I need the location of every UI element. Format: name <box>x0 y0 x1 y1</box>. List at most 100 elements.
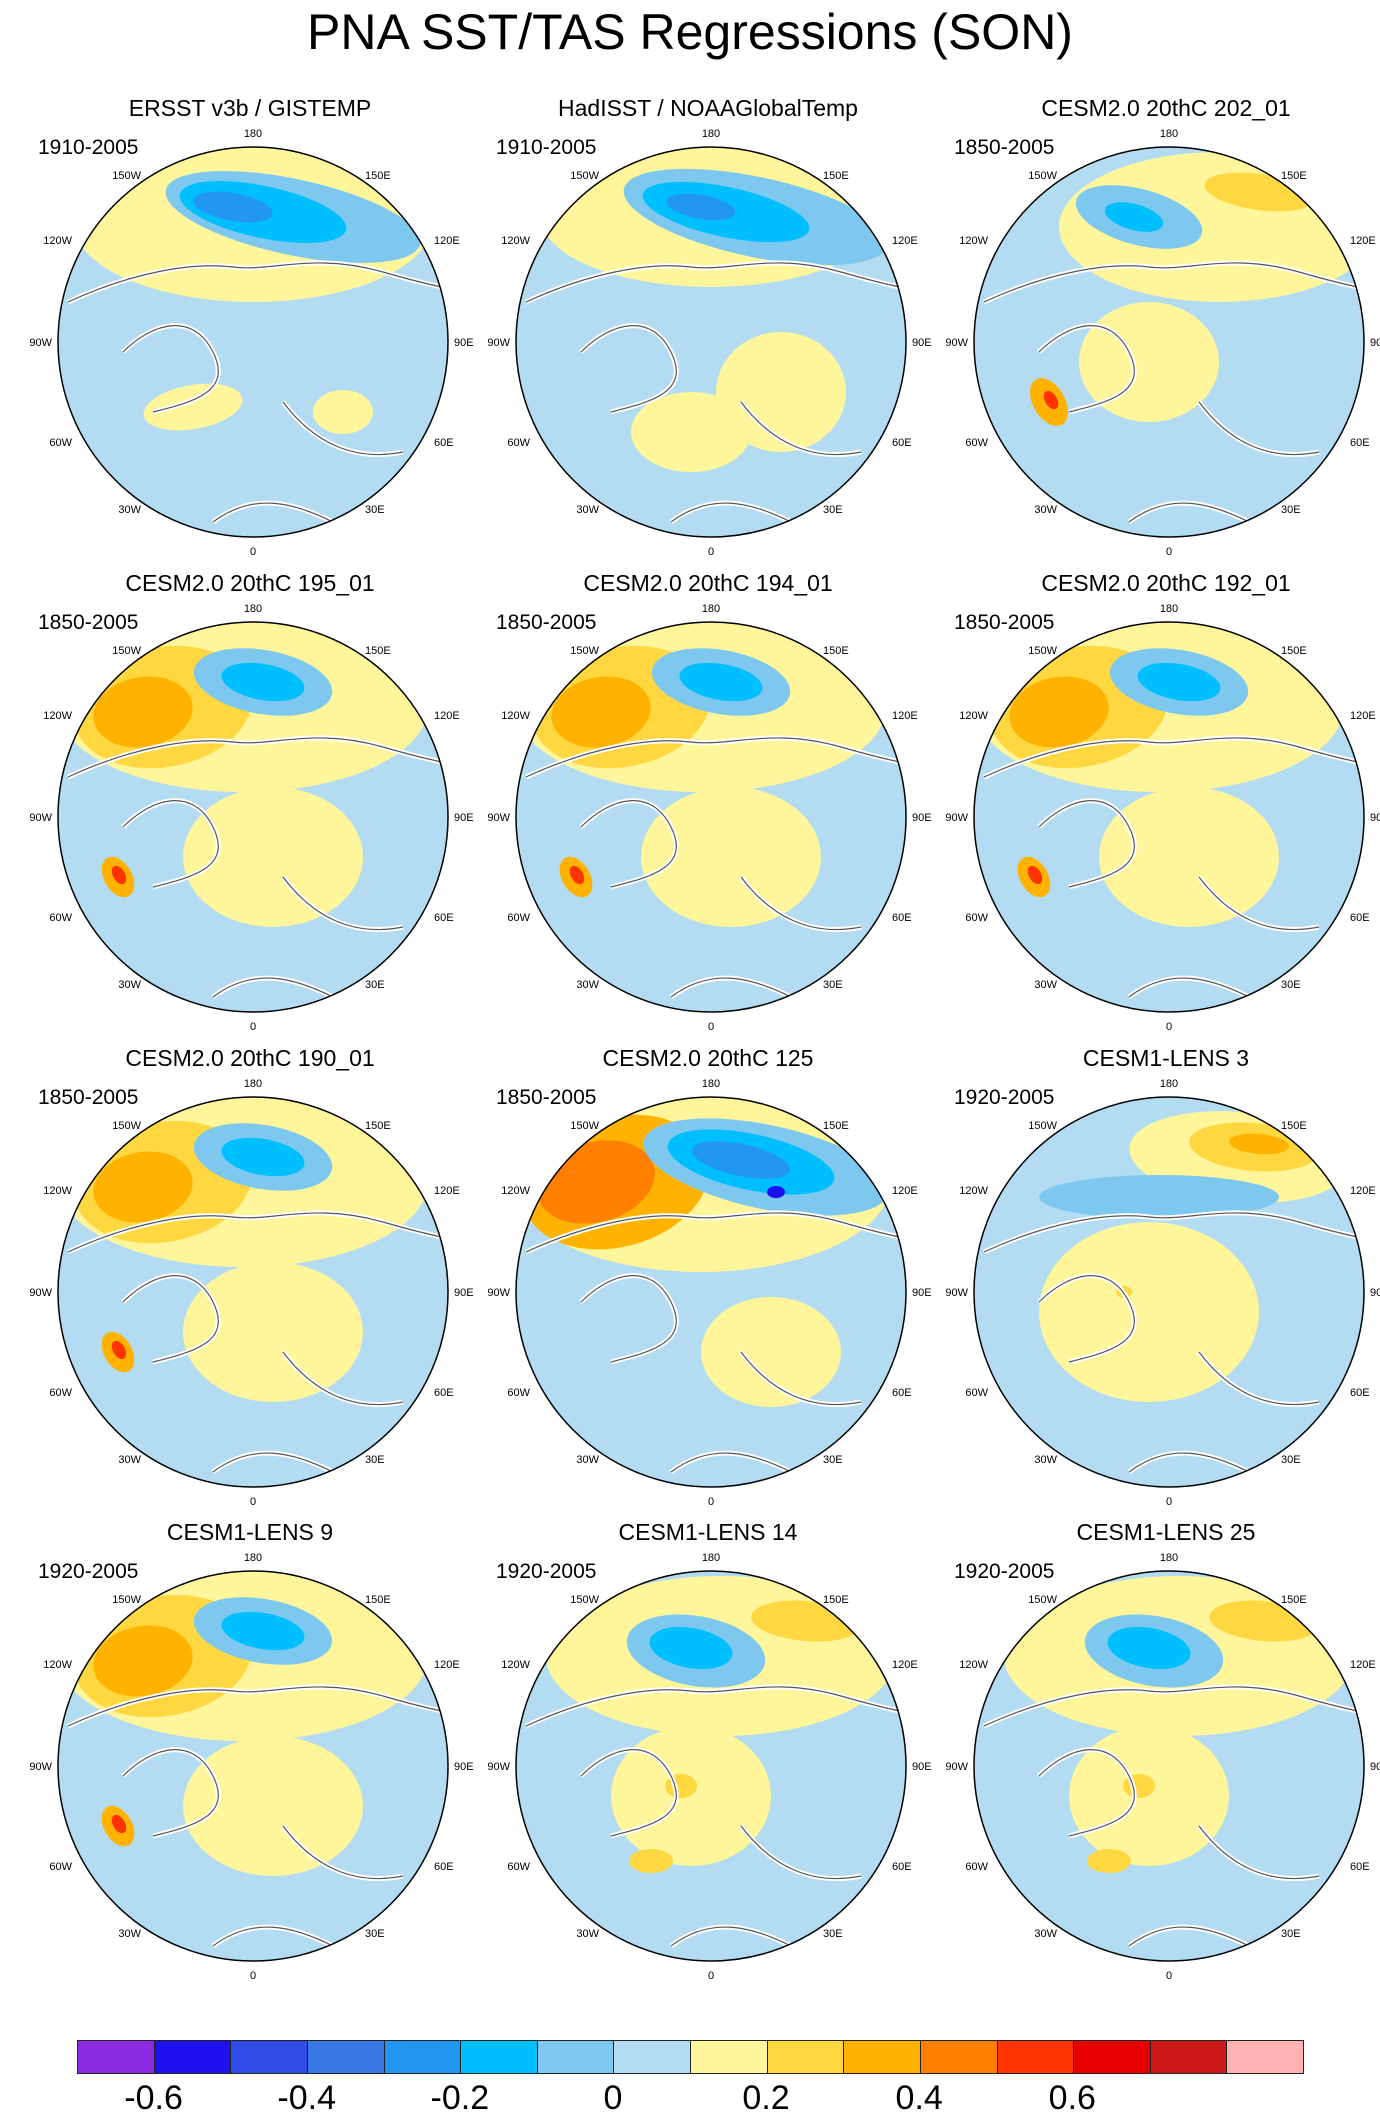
polar-map: 180 150W 150E 120W 120E 90W 90E 60W 60E 30W 30E 0 <box>945 1078 1380 1508</box>
longitude-label: 30E <box>823 979 843 991</box>
coastline-outline <box>983 262 1364 303</box>
longitude-label: 180 <box>1160 1078 1178 1090</box>
longitude-label: 150W <box>1028 1594 1057 1606</box>
polar-map: 180 150W 150E 120W 120E 90W 90E 60W 60E 30W 30E 0 <box>487 603 931 1033</box>
coastline-outline <box>1038 1275 1135 1363</box>
coastline-outline <box>1038 1749 1135 1837</box>
colorbar-tick-label: 0.2 <box>742 2079 790 2117</box>
colorbar-tick-label: -0.4 <box>277 2079 336 2117</box>
anomaly-region <box>143 383 243 431</box>
coastline-outline <box>1128 977 1250 998</box>
longitude-label: 30W <box>1034 1454 1057 1466</box>
colorbar-tick-label: 0 <box>603 2079 623 2117</box>
map-border <box>57 146 449 538</box>
longitude-label: 60E <box>892 912 912 924</box>
figure-title: PNA SST/TAS Regressions (SON) <box>307 4 1073 60</box>
longitude-label: 150E <box>365 170 391 182</box>
panel-title: CESM1-LENS 9 <box>166 1519 334 1545</box>
longitude-label: 90W <box>945 812 968 824</box>
longitude-label: 30W <box>118 504 141 516</box>
longitude-label: 30W <box>576 1928 599 1940</box>
longitude-label: 180 <box>702 1552 720 1564</box>
map-border <box>973 146 1365 538</box>
longitude-label: 0 <box>250 546 256 558</box>
longitude-label: 60W <box>965 912 988 924</box>
longitude-label: 120E <box>1350 1659 1376 1671</box>
anomaly-region <box>631 392 751 472</box>
anomaly-region <box>1099 787 1279 927</box>
panel-title: HadISST / NOAAGlobalTemp <box>558 95 858 121</box>
longitude-label: 0 <box>708 1496 714 1508</box>
longitude-label: 90E <box>454 1761 474 1773</box>
coastline-outline <box>67 262 448 303</box>
longitude-label: 30E <box>1281 1454 1301 1466</box>
colorbar-swatch <box>461 2041 538 2073</box>
longitude-label: 120W <box>43 1185 72 1197</box>
colorbar-swatch <box>231 2041 308 2073</box>
coastline-outline <box>670 1926 792 1947</box>
longitude-label: 90W <box>29 1761 52 1773</box>
anomaly-region <box>93 1625 193 1697</box>
colorbar-tick-label: -0.6 <box>124 2079 183 2117</box>
longitude-label: 120E <box>434 235 460 247</box>
anomaly-region <box>183 1736 363 1876</box>
longitude-label: 90W <box>29 1287 52 1299</box>
coastline-outline <box>1038 800 1135 888</box>
longitude-label: 150W <box>1028 170 1057 182</box>
coastline-outline <box>67 1686 448 1727</box>
longitude-label: 60E <box>1350 1387 1370 1399</box>
polar-map: 180 150W 150E 120W 120E 90W 90E 60W 60E 30W 30E 0 <box>945 1552 1380 1982</box>
longitude-label: 0 <box>1166 1496 1172 1508</box>
colorbar-swatch <box>614 2041 691 2073</box>
map-border <box>973 621 1365 1013</box>
longitude-label: 30E <box>1281 1928 1301 1940</box>
longitude-label: 60E <box>434 437 454 449</box>
longitude-label: 30E <box>1281 504 1301 516</box>
longitude-label: 180 <box>244 128 262 140</box>
coastline-outline <box>670 502 792 523</box>
longitude-label: 90E <box>1370 1761 1380 1773</box>
longitude-label: 60W <box>965 1861 988 1873</box>
longitude-label: 0 <box>708 1021 714 1033</box>
map-border <box>973 1570 1365 1962</box>
colorbar-swatch <box>384 2041 462 2073</box>
longitude-label: 150E <box>823 645 849 657</box>
longitude-label: 90E <box>1370 337 1380 349</box>
coastline-outline <box>525 1212 906 1253</box>
longitude-label: 30W <box>118 1454 141 1466</box>
colorbar-swatch <box>78 2041 155 2073</box>
colorbar-swatch <box>920 2041 998 2073</box>
longitude-label: 120E <box>892 710 918 722</box>
coastline-outline <box>282 876 404 931</box>
polar-map: 180 150W 150E 120W 120E 90W 90E 60W 60E 30W 30E 0 <box>29 1078 473 1508</box>
longitude-label: 30E <box>365 1928 385 1940</box>
longitude-label: 120E <box>1350 710 1376 722</box>
longitude-label: 0 <box>250 1021 256 1033</box>
coastline-outline <box>580 1275 677 1363</box>
polar-map: 180 150W 150E 120W 120E 90W 90E 60W 60E 30W 30E 0 <box>487 1552 931 1982</box>
anomaly-region <box>313 390 373 434</box>
anomaly-region <box>649 1626 733 1670</box>
anomaly-region <box>221 662 305 702</box>
coastline-outline <box>983 1212 1364 1253</box>
period-label: 1920-2005 <box>38 1560 139 1583</box>
map-border <box>515 1570 907 1962</box>
polar-map: 180 150W 150E 120W 120E 90W 90E 60W 60E 30W 30E 0 <box>29 1552 474 1982</box>
anomaly-region <box>1137 662 1221 702</box>
period-label: 1920-2005 <box>954 1086 1055 1109</box>
anomaly-region <box>93 676 193 748</box>
coastline-outline <box>282 1825 404 1880</box>
longitude-label: 30E <box>365 504 385 516</box>
longitude-label: 30E <box>365 1454 385 1466</box>
period-label: 1850-2005 <box>496 1086 597 1109</box>
longitude-label: 120W <box>43 710 72 722</box>
longitude-label: 0 <box>250 1496 256 1508</box>
panel-title: ERSST v3b / GISTEMP <box>128 95 372 121</box>
period-label: 1850-2005 <box>954 611 1055 634</box>
coastline-outline <box>670 1452 792 1473</box>
longitude-label: 60E <box>434 1861 454 1873</box>
longitude-label: 150E <box>1281 1594 1307 1606</box>
longitude-label: 60E <box>892 437 912 449</box>
map-panel: CESM2.0 20thC 192_01 1850-2005 180 150W 150E… <box>936 475 1380 1033</box>
longitude-label: 180 <box>702 1078 720 1090</box>
